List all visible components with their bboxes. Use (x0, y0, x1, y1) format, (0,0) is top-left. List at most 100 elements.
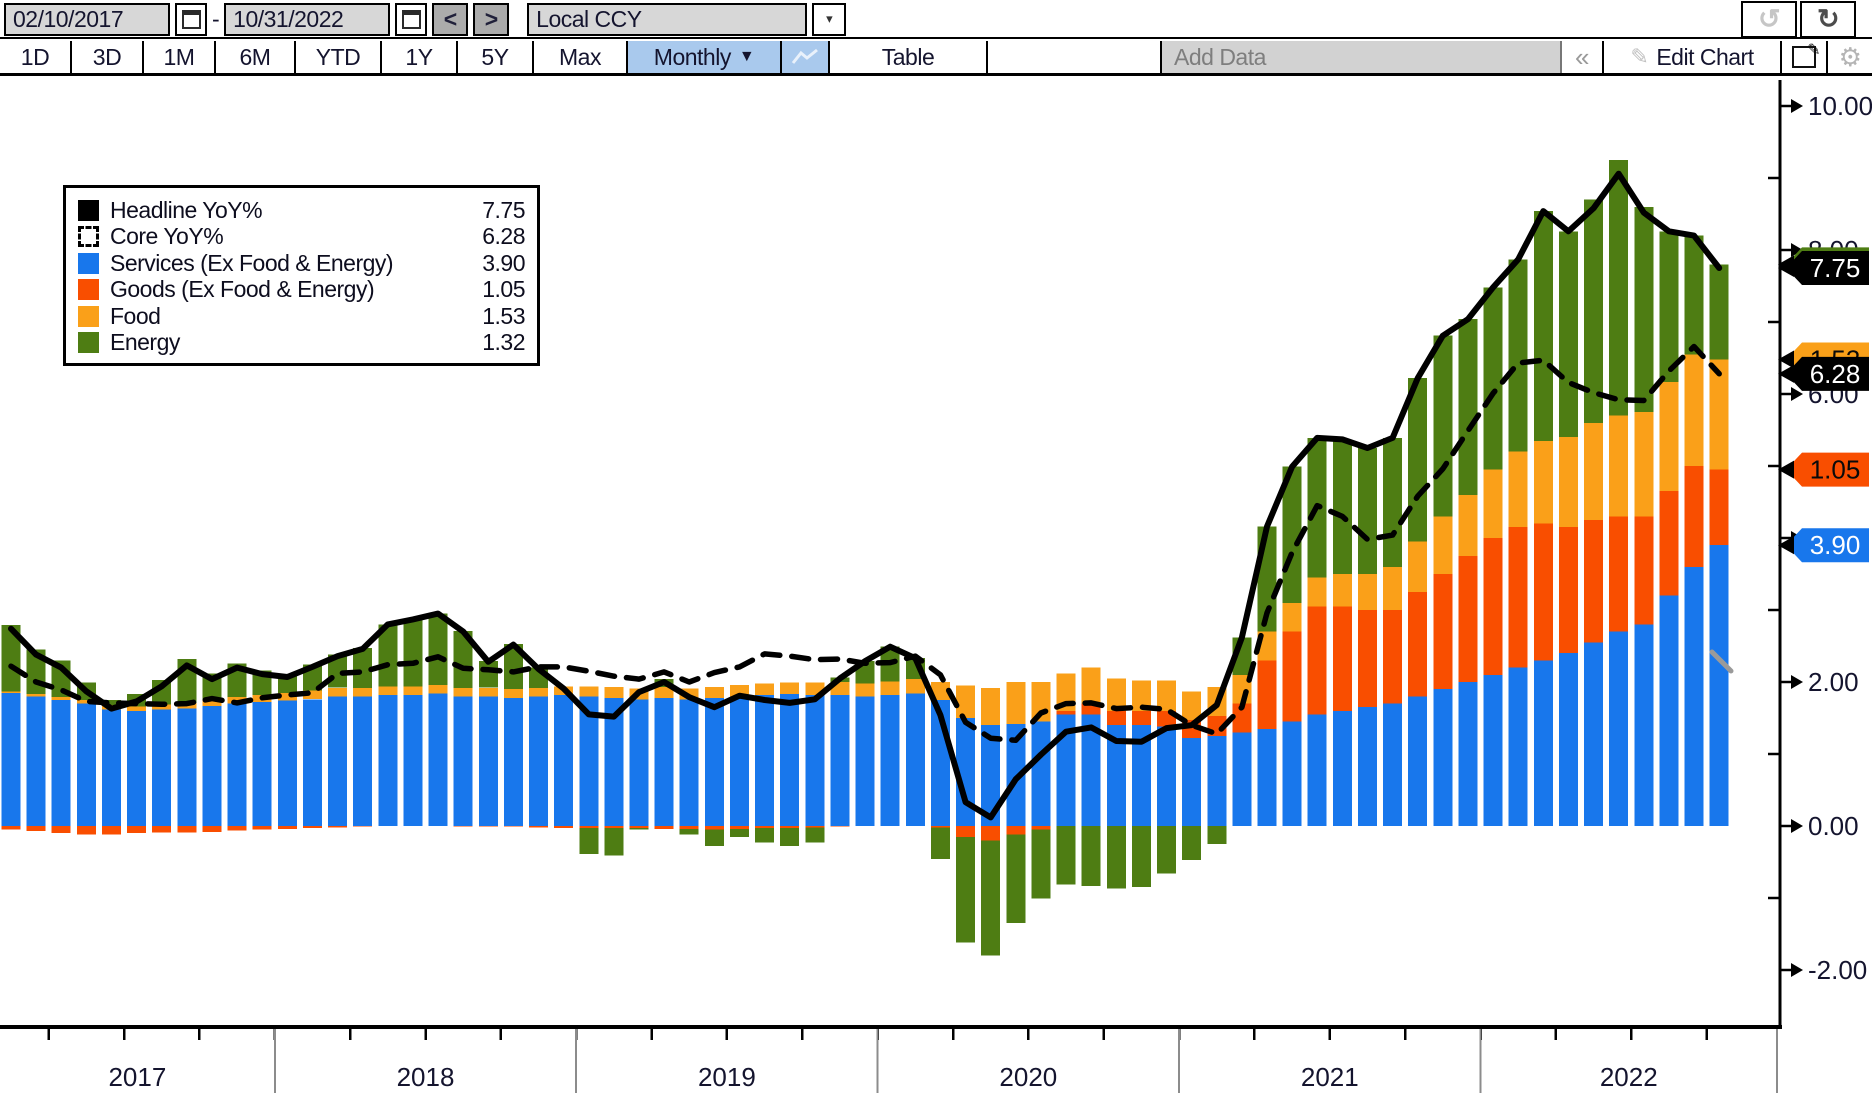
chevron-left-icon: < (443, 5, 457, 32)
legend-value: 1.05 (482, 276, 525, 303)
headline-swatch-icon (78, 199, 99, 221)
legend-item-energy[interactable]: Energy 1.32 (78, 329, 525, 357)
settings-button[interactable]: ⚙ (1828, 41, 1872, 73)
toolbar-range-row: 1D 3D 1M 6M YTD 1Y 5Y Max Monthly ▼ Table Add D… (0, 40, 1872, 76)
svg-text:2019: 2019 (698, 1062, 756, 1092)
legend-item-headline[interactable]: Headline YoY% 7.75 (78, 197, 525, 224)
range-button-6m[interactable]: 6M (216, 41, 296, 73)
range-button-max[interactable]: Max (534, 41, 628, 73)
prev-period-button[interactable]: < (432, 2, 469, 36)
end-date-value: 10/31/2022 (233, 5, 344, 32)
chart-type-button[interactable] (782, 41, 830, 73)
svg-text:-2.00: -2.00 (1808, 955, 1867, 985)
svg-text:2018: 2018 (397, 1062, 455, 1092)
table-button-label: Table (881, 43, 935, 70)
range-button-ytd[interactable]: YTD (296, 41, 382, 73)
line-chart-icon (791, 48, 818, 64)
legend-value: 3.90 (482, 249, 525, 276)
svg-text:2020: 2020 (999, 1062, 1057, 1092)
value-badge-headline: 7.75 (1778, 251, 1869, 285)
chevrons-left-icon: « (1575, 41, 1589, 72)
end-date-calendar-button[interactable] (395, 2, 428, 36)
frequency-select[interactable]: Monthly ▼ (628, 41, 782, 73)
currency-mode-select[interactable]: Local CCY (527, 2, 808, 36)
redo-icon: ↻ (1816, 3, 1840, 34)
chevron-right-icon: > (484, 5, 498, 32)
chart-legend: Headline YoY% 7.75 Core YoY% 6.28 Servic… (63, 185, 540, 366)
edit-chart-label: Edit Chart (1656, 43, 1754, 70)
food-swatch-icon (78, 305, 99, 327)
legend-value: 1.53 (482, 302, 525, 329)
goods-swatch-icon (78, 279, 99, 301)
pencil-icon: ✎ (1630, 44, 1649, 69)
start-date-field[interactable]: 02/10/2017 (4, 2, 170, 36)
next-period-button[interactable]: > (473, 2, 510, 36)
add-data-placeholder: Add Data (1174, 43, 1266, 70)
svg-text:3.90: 3.90 (1810, 530, 1861, 560)
legend-label: Goods (Ex Food & Energy) (110, 276, 375, 303)
legend-item-goods[interactable]: Goods (Ex Food & Energy) 1.05 (78, 276, 525, 304)
legend-label: Core YoY% (110, 223, 224, 250)
end-date-field[interactable]: 10/31/2022 (224, 2, 391, 36)
chevron-down-icon: ▾ (826, 11, 833, 26)
edit-chart-button[interactable]: ✎ Edit Chart (1604, 41, 1782, 73)
legend-label: Services (Ex Food & Energy) (110, 249, 394, 276)
annotate-button[interactable] (1782, 40, 1828, 73)
legend-label: Headline YoY% (110, 196, 263, 223)
svg-text:0.00: 0.00 (1808, 811, 1859, 841)
mouse-cursor (1709, 649, 1734, 674)
undo-icon: ↺ (1757, 3, 1781, 34)
range-button-1y[interactable]: 1Y (382, 41, 458, 73)
svg-text:2021: 2021 (1301, 1062, 1359, 1092)
range-button-5y[interactable]: 5Y (458, 41, 534, 73)
legend-label: Energy (110, 329, 180, 356)
axes (0, 80, 1782, 1029)
start-date-calendar-button[interactable] (175, 2, 207, 36)
redo-button[interactable]: ↻ (1800, 0, 1856, 38)
legend-item-food[interactable]: Food 1.53 (78, 303, 525, 330)
energy-swatch-icon (78, 332, 99, 354)
legend-item-core[interactable]: Core YoY% 6.28 (78, 223, 525, 251)
range-button-1m[interactable]: 1M (144, 41, 216, 73)
table-button[interactable]: Table (830, 41, 988, 73)
svg-text:2.00: 2.00 (1808, 667, 1859, 697)
chevron-down-icon: ▼ (738, 48, 755, 65)
legend-value: 6.28 (482, 223, 525, 250)
legend-value: 7.75 (482, 196, 525, 223)
svg-text:10.00: 10.00 (1808, 91, 1872, 121)
frequency-value: Monthly (653, 43, 732, 70)
value-badge-core: 6.28 (1778, 356, 1869, 391)
currency-mode-value: Local CCY (536, 5, 642, 32)
svg-text:1.05: 1.05 (1810, 455, 1861, 485)
svg-text:7.75: 7.75 (1810, 253, 1861, 283)
range-button-1d[interactable]: 1D (0, 41, 72, 73)
value-badge-services: 3.90 (1778, 528, 1869, 563)
stacked-bars (1, 160, 1729, 956)
add-data-input[interactable]: Add Data (1162, 41, 1562, 73)
date-range-separator: - (212, 5, 220, 32)
collapse-panel-button[interactable]: « (1562, 41, 1604, 73)
legend-item-services[interactable]: Services (Ex Food & Energy) 3.90 (78, 250, 525, 277)
svg-text:6.28: 6.28 (1810, 359, 1861, 389)
value-badge-goods: 1.05 (1778, 452, 1869, 487)
services-swatch-icon (78, 252, 99, 274)
calendar-icon (401, 9, 421, 29)
range-button-3d[interactable]: 3D (72, 41, 144, 73)
core-dashed-swatch-icon (78, 226, 99, 248)
core-line (8, 343, 1722, 744)
undo-button[interactable]: ↺ (1741, 0, 1797, 38)
note-edit-icon (1792, 40, 1820, 68)
svg-text:2017: 2017 (108, 1062, 166, 1092)
currency-dropdown-button[interactable]: ▾ (812, 2, 847, 36)
range-button-group: 1D 3D 1M 6M YTD 1Y 5Y Max (0, 41, 628, 73)
svg-text:2022: 2022 (1600, 1062, 1658, 1092)
legend-label: Food (110, 302, 161, 329)
start-date-value: 02/10/2017 (13, 5, 124, 32)
gear-icon: ⚙ (1838, 41, 1862, 72)
toolbar-date-row: 02/10/2017 - 10/31/2022 < > Local CCY ▾ … (0, 0, 1872, 39)
security-input[interactable] (988, 41, 1162, 73)
calendar-icon (181, 9, 201, 29)
legend-value: 1.32 (482, 329, 525, 356)
